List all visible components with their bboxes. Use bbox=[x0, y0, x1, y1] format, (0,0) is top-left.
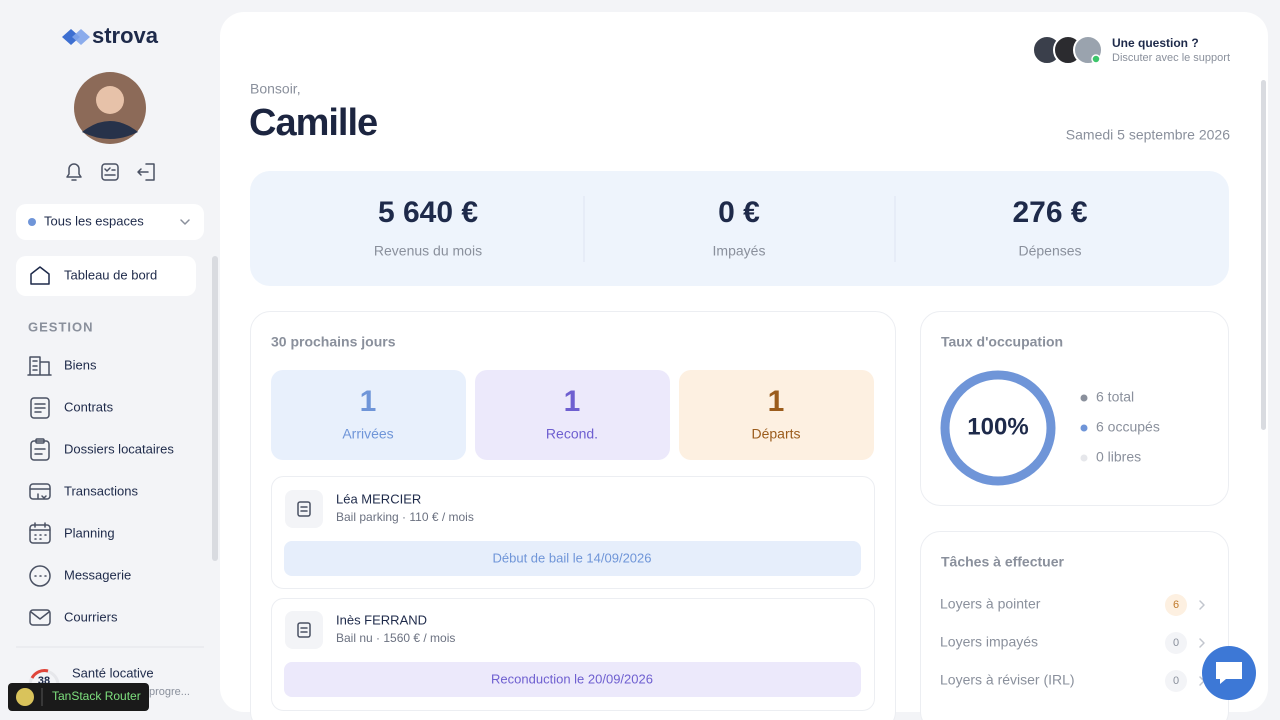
nav-label: Dossiers locataires bbox=[64, 441, 174, 456]
occupancy-ring bbox=[940, 370, 1056, 486]
task-label: Loyers à réviser (IRL) bbox=[940, 672, 1075, 688]
nav-label: Contrats bbox=[64, 399, 114, 414]
nav-active[interactable]: Tableau de bord bbox=[16, 256, 196, 296]
task-row[interactable]: Loyers à pointer 6 bbox=[940, 594, 1205, 616]
devtool-badge[interactable]: TanStack Router bbox=[8, 683, 149, 711]
kpi-value: 276 € bbox=[1012, 196, 1087, 229]
occupancy-percent: 100% bbox=[967, 413, 1028, 440]
task-count: 6 bbox=[1173, 599, 1179, 611]
task-label: Loyers à pointer bbox=[940, 596, 1041, 612]
counter-label: Arrivées bbox=[342, 426, 393, 442]
lease-item[interactable]: Inès FERRAND Bail nu · 1560 € / mois Rec… bbox=[271, 598, 875, 711]
bell-icon[interactable] bbox=[66, 163, 82, 181]
space-selector[interactable]: Tous les espaces bbox=[16, 204, 204, 240]
lease-item[interactable]: Léa MERCIER Bail parking · 110 € / mois … bbox=[271, 476, 875, 589]
legend-item: 0 libres bbox=[1096, 449, 1141, 465]
nav-item[interactable]: Messagerie bbox=[29, 565, 131, 587]
kpi-strip: 5 640 € Revenus du mois 0 € Impayés 276 … bbox=[250, 171, 1229, 286]
task-row[interactable]: Loyers à réviser (IRL) 0 bbox=[940, 670, 1205, 692]
task-count: 0 bbox=[1173, 637, 1179, 649]
counter-value: 1 bbox=[564, 385, 581, 418]
health-title: Santé locative bbox=[72, 665, 154, 680]
nav-label: Transactions bbox=[64, 483, 138, 498]
devtool-label: TanStack Router bbox=[52, 689, 141, 703]
nav-label: Tableau de bord bbox=[64, 267, 157, 282]
section-title: GESTION bbox=[28, 319, 94, 334]
main-scrollbar[interactable] bbox=[1261, 80, 1266, 430]
legend-item: 6 occupés bbox=[1096, 419, 1160, 435]
sidebar: strova Tous les espaces Tableau de bord … bbox=[8, 23, 218, 711]
chat-button[interactable] bbox=[1202, 646, 1256, 700]
sidebar-scrollbar[interactable] bbox=[212, 256, 218, 561]
counter-label: Recond. bbox=[546, 426, 598, 442]
legend-item: 6 total bbox=[1096, 389, 1134, 405]
item-name: Inès FERRAND bbox=[336, 612, 427, 627]
task-count: 0 bbox=[1173, 675, 1179, 687]
item-name: Léa MERCIER bbox=[336, 491, 421, 506]
nav-item[interactable]: Contrats bbox=[30, 397, 114, 419]
nav-item[interactable]: Biens bbox=[27, 356, 97, 376]
nav-item[interactable]: Courriers bbox=[29, 609, 118, 626]
task-label: Loyers impayés bbox=[940, 634, 1038, 650]
nav-label: Planning bbox=[64, 525, 115, 540]
item-detail: Bail parking · 110 € / mois bbox=[336, 510, 474, 524]
upcoming-card: 30 prochains jours 1 Arrivées 1 Recond. … bbox=[250, 311, 896, 720]
counter[interactable]: 1 Arrivées bbox=[271, 370, 466, 460]
nav-item[interactable]: Transactions bbox=[29, 483, 138, 500]
card-title: Taux d'occupation bbox=[941, 334, 1063, 350]
counter-value: 1 bbox=[360, 385, 377, 418]
nav-label: Messagerie bbox=[64, 567, 131, 582]
kpi-label: Impayés bbox=[713, 243, 766, 259]
logo[interactable]: strova bbox=[62, 23, 159, 48]
tasks-card: Tâches à effectuer Loyers à pointer 6 Lo… bbox=[920, 531, 1229, 720]
item-badge: Début de bail le 14/09/2026 bbox=[492, 550, 651, 565]
support-link[interactable]: Une question ? Discuter avec le support bbox=[1032, 35, 1230, 65]
nav-label: Biens bbox=[64, 357, 97, 372]
tasks-icon[interactable] bbox=[101, 163, 119, 181]
brand: strova bbox=[92, 23, 159, 48]
item-badge: Reconduction le 20/09/2026 bbox=[491, 671, 653, 686]
nav-label: Courriers bbox=[64, 609, 118, 624]
kpi-label: Revenus du mois bbox=[374, 243, 482, 259]
counter[interactable]: 1 Départs bbox=[679, 370, 874, 460]
user-name: Camille bbox=[249, 102, 377, 144]
nav-item[interactable]: Dossiers locataires bbox=[30, 438, 174, 461]
nav-item[interactable]: Planning bbox=[29, 522, 115, 544]
occupancy-card: Taux d'occupation 100% 6 total 6 occupés… bbox=[920, 311, 1229, 506]
counter-label: Départs bbox=[751, 426, 800, 442]
kpi-label: Dépenses bbox=[1018, 243, 1081, 259]
space-label: Tous les espaces bbox=[44, 213, 144, 228]
kpi-value: 5 640 € bbox=[378, 196, 478, 229]
item-detail: Bail nu · 1560 € / mois bbox=[336, 631, 455, 645]
task-row[interactable]: Loyers impayés 0 bbox=[940, 632, 1205, 654]
support-subtitle: Discuter avec le support bbox=[1112, 52, 1230, 64]
health-subtitle: progre... bbox=[149, 686, 190, 698]
logout-icon[interactable] bbox=[137, 163, 155, 181]
card-title: Tâches à effectuer bbox=[941, 554, 1064, 570]
kpi-value: 0 € bbox=[718, 196, 760, 229]
date: Samedi 5 septembre 2026 bbox=[1066, 127, 1230, 143]
counter[interactable]: 1 Recond. bbox=[475, 370, 670, 460]
greeting: Bonsoir, bbox=[250, 81, 301, 97]
card-title: 30 prochains jours bbox=[271, 334, 396, 350]
support-title: Une question ? bbox=[1112, 36, 1199, 50]
counter-value: 1 bbox=[768, 385, 785, 418]
